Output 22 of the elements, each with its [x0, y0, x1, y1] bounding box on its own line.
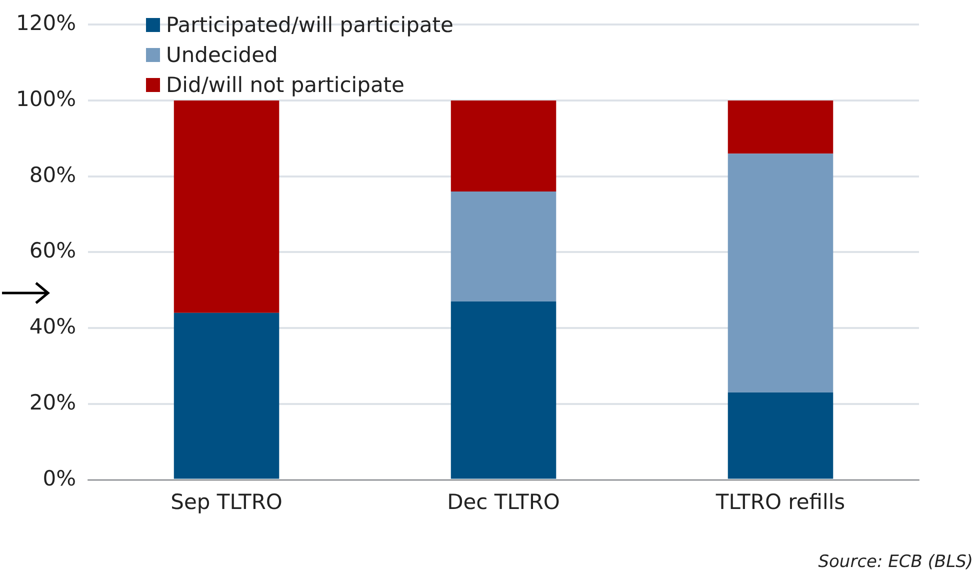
y-tick-label: 0% [42, 466, 76, 490]
y-tick-label: 60% [29, 238, 76, 263]
source-note: Source: ECB (BLS) [818, 552, 973, 572]
bar [450, 100, 556, 192]
x-tick-label: Dec TLTRO [447, 490, 560, 514]
x-tick-label: TLTRO refills [714, 490, 846, 514]
y-tick-label: 80% [29, 162, 76, 187]
bar [728, 154, 834, 393]
bar [728, 100, 834, 154]
legend-label: Undecided [166, 42, 278, 69]
y-tick-label: 100% [16, 86, 76, 111]
legend-label: Did/will not participate [166, 72, 404, 99]
y-tick-label: 40% [29, 314, 76, 339]
bar [728, 392, 834, 479]
legend-label: Participated/will participate [166, 12, 454, 39]
bar [450, 192, 556, 302]
bar [174, 312, 280, 479]
x-tick-label: Sep TLTRO [170, 490, 282, 514]
y-tick-label: 20% [29, 390, 76, 414]
bar [450, 302, 556, 479]
y-tick-label: 120% [16, 11, 76, 36]
bar [174, 100, 280, 313]
